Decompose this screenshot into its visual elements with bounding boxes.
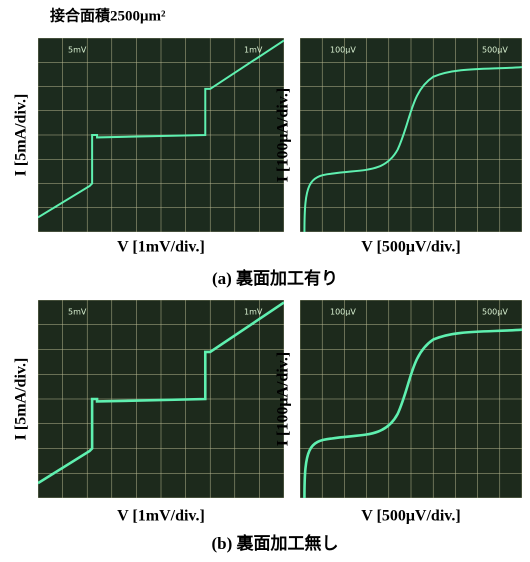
scope-label: 1mV (244, 308, 263, 317)
y-axis-label: I [100μA/div.] (275, 88, 292, 182)
oscilloscope (38, 38, 284, 232)
figure-caption: (a) 裏面加工有り (212, 268, 338, 288)
scope-label: 100μV (330, 308, 356, 317)
scope-label: 100μV (330, 46, 356, 55)
y-axis-label: I [5mA/div.] (13, 94, 30, 177)
scope-label: 5mV (68, 308, 87, 317)
figure-caption: (b) 裏面加工無し (211, 533, 338, 553)
x-axis-label: V [1mV/div.] (117, 508, 205, 525)
scope-label: 1mV (244, 46, 263, 55)
y-axis-label: I [5mA/div.] (13, 358, 30, 441)
oscilloscope (38, 300, 284, 498)
scope-label: 500μV (482, 308, 508, 317)
page: 接合面積2500μm² 5mV 1mV I [5mA/div.] V [1mV/div… (0, 0, 530, 562)
x-axis-label: V [1mV/div.] (117, 239, 205, 256)
scope-label: 5mV (68, 46, 87, 55)
x-axis-label: V [500μV/div.] (361, 239, 460, 256)
x-axis-label: V [500μV/div.] (361, 508, 460, 525)
oscilloscope (300, 38, 522, 232)
scope-label: 500μV (482, 46, 508, 55)
y-axis-label: I [100μA/div.] (275, 352, 292, 446)
figure-title: 接合面積2500μm² (50, 6, 166, 24)
figure: 接合面積2500μm² 5mV 1mV I [5mA/div.] V [1mV/div… (0, 0, 530, 557)
oscilloscope (300, 300, 522, 498)
